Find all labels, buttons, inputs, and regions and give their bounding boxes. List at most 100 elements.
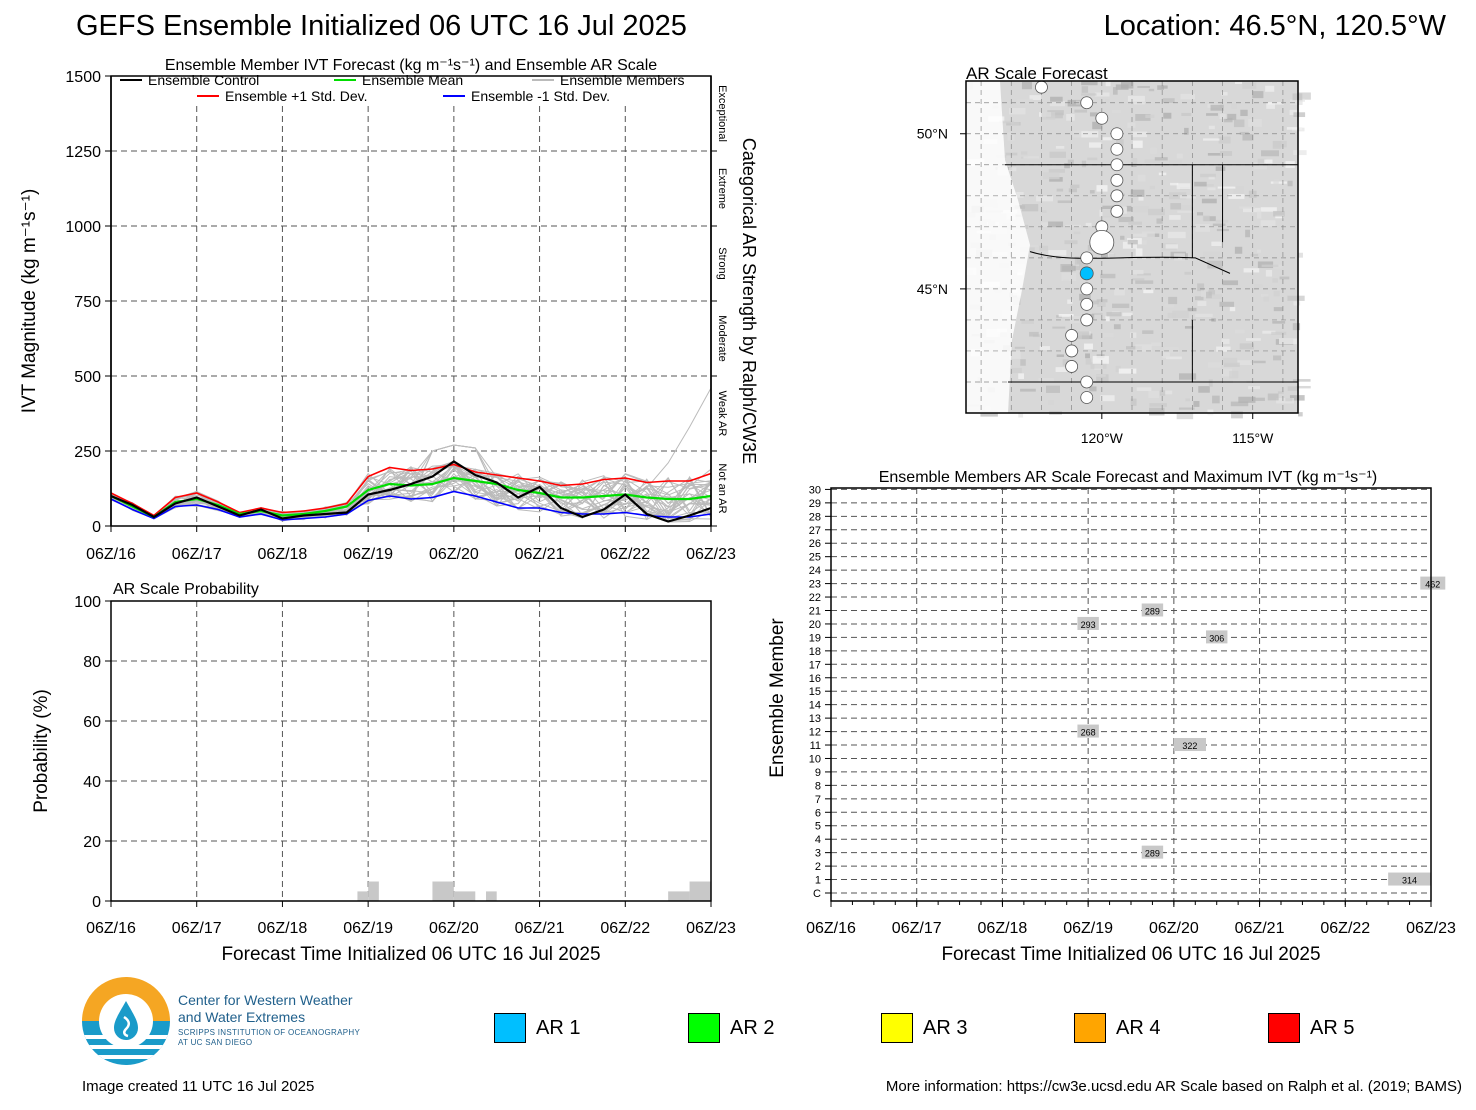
map-terrain-patch bbox=[1128, 221, 1142, 225]
map-terrain-patch bbox=[1057, 200, 1072, 204]
map-terrain-patch bbox=[1243, 268, 1260, 273]
map-terrain-patch bbox=[1116, 139, 1124, 146]
map-terrain-patch bbox=[1042, 172, 1060, 180]
ivt-ylabel: IVT Magnitude (kg m⁻¹s⁻¹) bbox=[19, 189, 40, 414]
map-terrain-patch bbox=[1279, 338, 1297, 345]
map-terrain-patch bbox=[1202, 215, 1210, 221]
member-ytick-label: 25 bbox=[809, 552, 821, 564]
map-terrain-patch bbox=[1104, 337, 1115, 340]
ivt-xtick-label: 06Z/16 bbox=[86, 546, 136, 563]
map-terrain-patch bbox=[1064, 163, 1070, 169]
member-ar-event bbox=[1173, 738, 1206, 752]
ivt-xtick-label: 06Z/21 bbox=[515, 546, 565, 563]
member-ytick-label: 1 bbox=[815, 875, 821, 887]
map-terrain-patch bbox=[1102, 205, 1119, 210]
map-terrain-patch bbox=[1272, 321, 1286, 324]
map-terrain-patch bbox=[1263, 296, 1270, 302]
map-terrain-patch bbox=[1229, 307, 1236, 312]
member-ytick-label: 23 bbox=[809, 579, 821, 591]
member-ytick-label: 11 bbox=[810, 740, 821, 752]
map-terrain-patch bbox=[1018, 373, 1025, 380]
map-terrain-patch bbox=[1126, 205, 1132, 212]
ivt-legend-label: Ensemble Control bbox=[148, 72, 259, 88]
map-terrain-patch bbox=[1158, 172, 1167, 176]
map-terrain-patch bbox=[1163, 112, 1172, 119]
ivt-legend-label: Ensemble +1 Std. Dev. bbox=[225, 88, 368, 104]
cw3e-logo-icon bbox=[82, 977, 170, 1065]
member-ytick-label: 8 bbox=[815, 780, 821, 792]
map-terrain-patch bbox=[1211, 241, 1222, 246]
ar1-label: AR 1 bbox=[536, 1016, 581, 1039]
map-terrain-patch bbox=[1250, 253, 1259, 257]
map-terrain-patch bbox=[1167, 87, 1185, 94]
map-terrain-patch bbox=[1287, 180, 1293, 187]
map-terrain-patch bbox=[1273, 290, 1280, 297]
map-terrain-patch bbox=[1079, 293, 1091, 301]
map-terrain-patch bbox=[1202, 96, 1221, 100]
logo-subtitle: SCRIPPS INSTITUTION OF OCEANOGRAPHY AT U… bbox=[178, 1028, 360, 1048]
map-terrain-patch bbox=[1203, 138, 1220, 141]
map-terrain-patch bbox=[1088, 142, 1102, 148]
ivt-xtick-label: 06Z/22 bbox=[600, 546, 650, 563]
map-terrain-patch bbox=[1085, 358, 1092, 365]
member-ytick-label: 6 bbox=[815, 807, 821, 819]
map-terrain-patch bbox=[1073, 266, 1081, 271]
prob-bar bbox=[689, 881, 711, 901]
map-terrain-patch bbox=[1285, 398, 1293, 402]
map-terrain-patch bbox=[1150, 147, 1157, 154]
map-terrain-patch bbox=[1194, 296, 1204, 301]
prob-ytick-label: 80 bbox=[83, 654, 101, 671]
map-terrain-patch bbox=[1159, 390, 1166, 396]
map-terrain-patch bbox=[1221, 92, 1228, 96]
map-terrain-patch bbox=[1120, 235, 1125, 240]
map-terrain-patch bbox=[1135, 280, 1154, 284]
member-xtick-label: 06Z/16 bbox=[806, 920, 856, 937]
map-terrain-patch bbox=[1200, 290, 1207, 297]
member-xlabel: Forecast Time Initialized 06 UTC 16 Jul … bbox=[941, 944, 1320, 965]
map-terrain-patch bbox=[1113, 324, 1121, 330]
map-terrain-patch bbox=[1127, 239, 1138, 245]
ar-forecast-point bbox=[1110, 189, 1124, 203]
map-terrain-patch bbox=[1135, 248, 1143, 256]
map-terrain-patch bbox=[1185, 398, 1191, 402]
map-terrain-patch bbox=[1221, 368, 1232, 377]
prob-xtick-label: 06Z/17 bbox=[172, 920, 222, 937]
map-terrain-patch bbox=[1050, 96, 1063, 102]
ivt-ytick-label: 1000 bbox=[65, 219, 101, 236]
map-terrain-patch bbox=[1242, 207, 1261, 213]
map-terrain-patch bbox=[1218, 136, 1231, 144]
member-ytick-label: 15 bbox=[809, 686, 821, 698]
member-ytick-label: 27 bbox=[809, 525, 821, 537]
map-terrain-patch bbox=[1087, 157, 1098, 161]
map-terrain-patch bbox=[1102, 269, 1118, 275]
map-terrain-patch bbox=[1164, 347, 1179, 353]
map-terrain-patch bbox=[1195, 313, 1213, 317]
prob-xtick-label: 06Z/16 bbox=[86, 920, 136, 937]
ivt-xtick-label: 06Z/23 bbox=[686, 546, 736, 563]
map-terrain-patch bbox=[1137, 85, 1150, 88]
ivt-ytick-label: 1500 bbox=[65, 69, 101, 86]
map-terrain-patch bbox=[1115, 84, 1129, 90]
map-terrain-patch bbox=[1102, 209, 1114, 218]
map-terrain-patch bbox=[1108, 253, 1116, 258]
map-terrain-patch bbox=[1066, 113, 1075, 121]
map-terrain-patch bbox=[1041, 112, 1056, 120]
map-terrain-patch bbox=[1292, 323, 1301, 331]
map-lon-label: 120°W bbox=[1081, 430, 1124, 446]
ivt-xtick-label: 06Z/20 bbox=[429, 546, 479, 563]
map-terrain-patch bbox=[1061, 273, 1077, 281]
map-terrain-patch bbox=[1105, 81, 1111, 87]
member-ivt-label: 268 bbox=[1081, 728, 1096, 738]
map-terrain-patch bbox=[1130, 189, 1145, 197]
map-terrain-patch bbox=[1198, 386, 1210, 393]
map-terrain-patch bbox=[1164, 303, 1175, 308]
map-terrain-patch bbox=[998, 120, 1014, 124]
ivt-xtick-label: 06Z/17 bbox=[172, 546, 222, 563]
map-terrain-patch bbox=[1297, 92, 1311, 100]
member-xtick-label: 06Z/19 bbox=[1063, 920, 1113, 937]
ivt-legend-label: Ensemble Members bbox=[560, 72, 685, 88]
map-terrain-patch bbox=[1242, 82, 1257, 89]
map-terrain-patch bbox=[1143, 289, 1154, 294]
map-terrain-patch bbox=[1049, 177, 1063, 182]
